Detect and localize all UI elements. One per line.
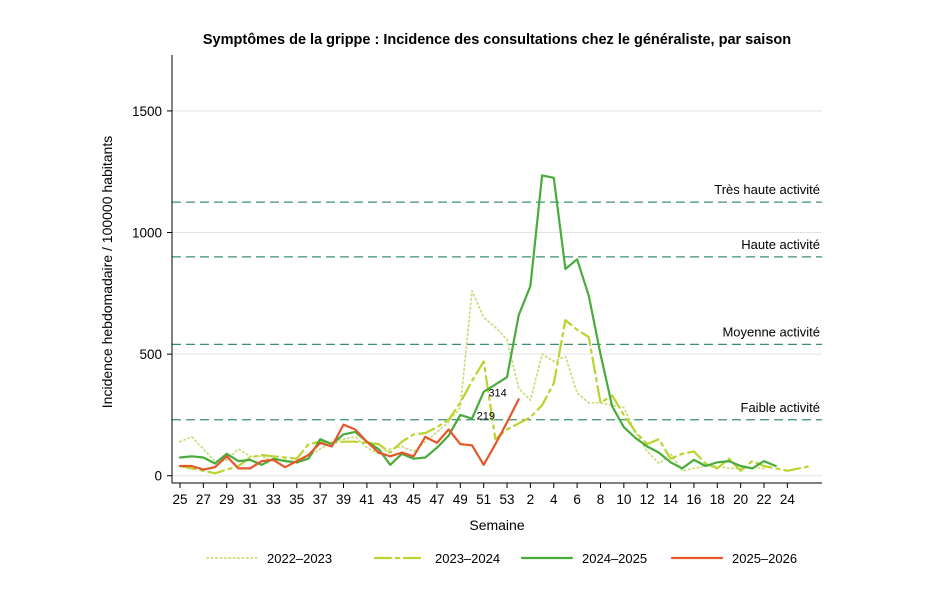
series-line-2024-2025 <box>178 174 777 470</box>
x-tick-label: 47 <box>429 492 444 507</box>
data-label-219: 219 <box>477 410 495 422</box>
legend-label-2024-2025: 2024–2025 <box>582 551 647 566</box>
x-tick-label: 6 <box>573 492 581 507</box>
x-tick-label: 43 <box>383 492 398 507</box>
threshold-label-moyenne-activite: Moyenne activité <box>722 324 820 339</box>
x-tick-label: 14 <box>663 492 679 507</box>
series-line-2022-2023 <box>179 290 765 472</box>
chart-title: Symptômes de la grippe : Incidence des c… <box>203 32 791 48</box>
x-tick-label: 35 <box>289 492 304 507</box>
legend-label-2023-2024: 2023–2024 <box>435 551 500 566</box>
x-tick-label: 10 <box>616 492 631 507</box>
legend: 2022–2023 2023–2024 2024–2025 2025–2026 <box>206 551 797 566</box>
data-label-314: 314 <box>488 387 506 399</box>
gridlines <box>172 110 822 477</box>
x-axis-label: Semaine <box>469 517 524 533</box>
data-annotations: 219 314 <box>477 387 507 422</box>
threshold-label-faible-activite: Faible activité <box>741 400 820 415</box>
x-tick-label: 25 <box>172 492 187 507</box>
x-tick-label: 45 <box>406 492 421 507</box>
legend-label-2022-2023: 2022–2023 <box>267 551 332 566</box>
x-tick-label: 41 <box>359 492 374 507</box>
x-tick-label: 22 <box>756 492 771 507</box>
x-tick-label: 24 <box>780 492 796 507</box>
threshold-label-haute-activite: Haute activité <box>741 237 820 252</box>
y-tick-label: 0 <box>154 469 162 484</box>
x-tick-label: 29 <box>219 492 234 507</box>
y-tick-label: 500 <box>139 347 162 362</box>
activity-thresholds: Très haute activité Haute activité Moyenne… <box>172 182 822 421</box>
x-tick-label: 4 <box>550 492 558 507</box>
x-tick-label: 2 <box>527 492 535 507</box>
x-tick-label: 18 <box>710 492 725 507</box>
series-line-2023-2024 <box>178 319 812 475</box>
x-tick-label: 53 <box>500 492 515 507</box>
y-tick-label: 1000 <box>132 226 162 241</box>
x-tick-label: 37 <box>313 492 328 507</box>
x-tick-label: 8 <box>597 492 605 507</box>
legend-label-2025-2026: 2025–2026 <box>732 551 797 566</box>
x-tick-label: 20 <box>733 492 748 507</box>
axes: 0 500 1000 1500 25 27 29 31 33 35 37 39 41 43 45 47 49 51… <box>132 55 822 507</box>
y-axis-label: Incidence hebdomadaire / 100000 habitant… <box>99 136 115 408</box>
x-tick-label: 12 <box>640 492 655 507</box>
x-tick-label: 39 <box>336 492 351 507</box>
x-tick-label: 49 <box>453 492 468 507</box>
series-line-2025-2026 <box>178 398 520 471</box>
y-tick-label: 1500 <box>132 104 162 119</box>
x-tick-label: 33 <box>266 492 281 507</box>
x-tick-label: 27 <box>196 492 211 507</box>
x-tick-label: 16 <box>686 492 701 507</box>
threshold-label-tres-haute-activite: Très haute activité <box>714 182 820 197</box>
x-tick-label: 31 <box>243 492 258 507</box>
x-tick-label: 51 <box>476 492 491 507</box>
data-series <box>178 174 812 475</box>
